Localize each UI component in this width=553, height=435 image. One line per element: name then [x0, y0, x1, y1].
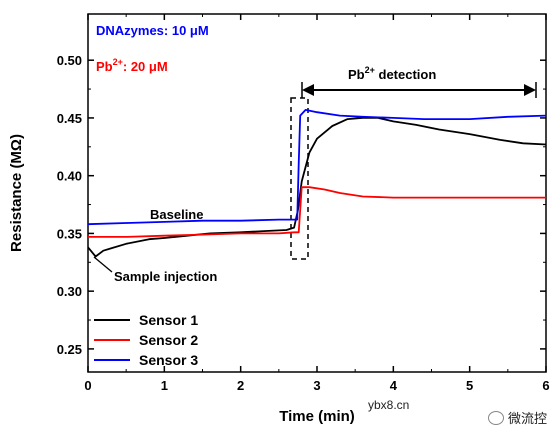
watermark-brand: 微流控 [488, 408, 547, 427]
baseline-annotation: Baseline [150, 207, 203, 222]
series-line-3 [87, 109, 547, 226]
pb-concentration-annotation: Pb2+: 20 μM [96, 57, 168, 74]
x-tick-label: 1 [161, 378, 168, 393]
y-tick-label: 0.35 [57, 226, 82, 241]
series-layer [87, 109, 547, 258]
legend-label-1: Sensor 1 [139, 312, 198, 328]
series-line-2 [88, 186, 546, 238]
x-tick-label: 4 [390, 378, 398, 393]
x-tick-label: 6 [542, 378, 549, 393]
x-axis-title: Time (min) [279, 408, 355, 425]
x-tick-label: 5 [466, 378, 473, 393]
sample-injection-annotation: Sample injection [114, 269, 217, 284]
pb-superscript: 2+ [113, 57, 123, 67]
dnazymes-annotation: DNAzymes: 10 μM [96, 23, 209, 38]
sample-injection-pointer [93, 256, 113, 273]
y-axis-title: Resistance (MΩ) [8, 134, 25, 252]
watermark-site: ybx8.cn [368, 398, 410, 412]
series-line-1 [87, 117, 547, 258]
x-tick-label: 3 [313, 378, 320, 393]
detection-prefix: Pb [348, 67, 365, 82]
detection-annotation: Pb2+ detection [348, 65, 436, 82]
y-tick-label: 0.25 [57, 342, 82, 357]
x-tick-label: 0 [84, 378, 91, 393]
legend-label-3: Sensor 3 [139, 352, 198, 368]
detection-arrow [301, 82, 537, 98]
y-tick-label: 0.45 [57, 111, 82, 126]
pb-suffix: : 20 μM [123, 59, 168, 74]
y-tick-label: 0.50 [57, 53, 82, 68]
x-axis: 0 1 2 3 4 5 6 [84, 14, 550, 393]
wechat-icon [488, 411, 504, 425]
y-tick-label: 0.40 [57, 169, 82, 184]
pb-prefix: Pb [96, 59, 113, 74]
y-tick-label: 0.30 [57, 284, 82, 299]
detection-suffix: detection [375, 67, 436, 82]
detection-superscript: 2+ [365, 65, 375, 75]
y-axis: 0.25 0.30 0.35 0.40 0.45 0.50 [57, 53, 546, 357]
legend-label-2: Sensor 2 [139, 332, 198, 348]
legend: Sensor 1 Sensor 2 Sensor 3 [94, 312, 198, 368]
x-tick-label: 2 [237, 378, 244, 393]
watermark-brand-text: 微流控 [508, 411, 548, 426]
